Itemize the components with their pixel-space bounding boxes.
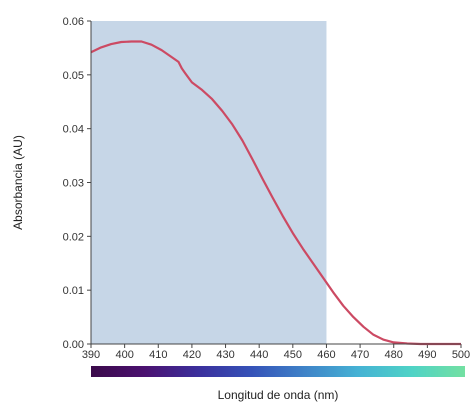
x-tick-label: 410 — [149, 349, 167, 361]
y-tick-label: 0.06 — [63, 16, 84, 28]
y-tick-label: 0.00 — [63, 339, 84, 351]
x-tick-label: 440 — [250, 349, 268, 361]
highlight-region — [91, 21, 327, 344]
x-axis-ticks: 390 400 410 420 430 440 450 460 470 480 490 500 — [82, 344, 470, 361]
y-tick-label: 0.05 — [63, 70, 84, 82]
y-tick-label: 0.01 — [63, 285, 84, 297]
x-tick-label: 490 — [418, 349, 436, 361]
x-tick-label: 480 — [385, 349, 403, 361]
y-tick-label: 0.02 — [63, 231, 84, 243]
x-tick-label: 430 — [216, 349, 234, 361]
y-tick-label: 0.04 — [63, 124, 84, 136]
x-tick-label: 390 — [82, 349, 100, 361]
x-tick-label: 460 — [317, 349, 335, 361]
x-tick-label: 420 — [183, 349, 201, 361]
x-tick-label: 470 — [351, 349, 369, 361]
x-tick-label: 450 — [284, 349, 302, 361]
y-tick-label: 0.03 — [63, 178, 84, 190]
x-tick-label: 500 — [452, 349, 470, 361]
x-axis-label: Longitud de onda (nm) — [218, 388, 339, 402]
y-axis-ticks: 0.00 0.01 0.02 0.03 0.04 0.05 0.06 — [63, 16, 91, 351]
x-tick-label: 400 — [115, 349, 133, 361]
wavelength-spectrum-bar — [91, 366, 465, 377]
absorbance-line — [90, 40, 461, 346]
y-axis-label: Absorbancia (AU) — [11, 135, 25, 230]
